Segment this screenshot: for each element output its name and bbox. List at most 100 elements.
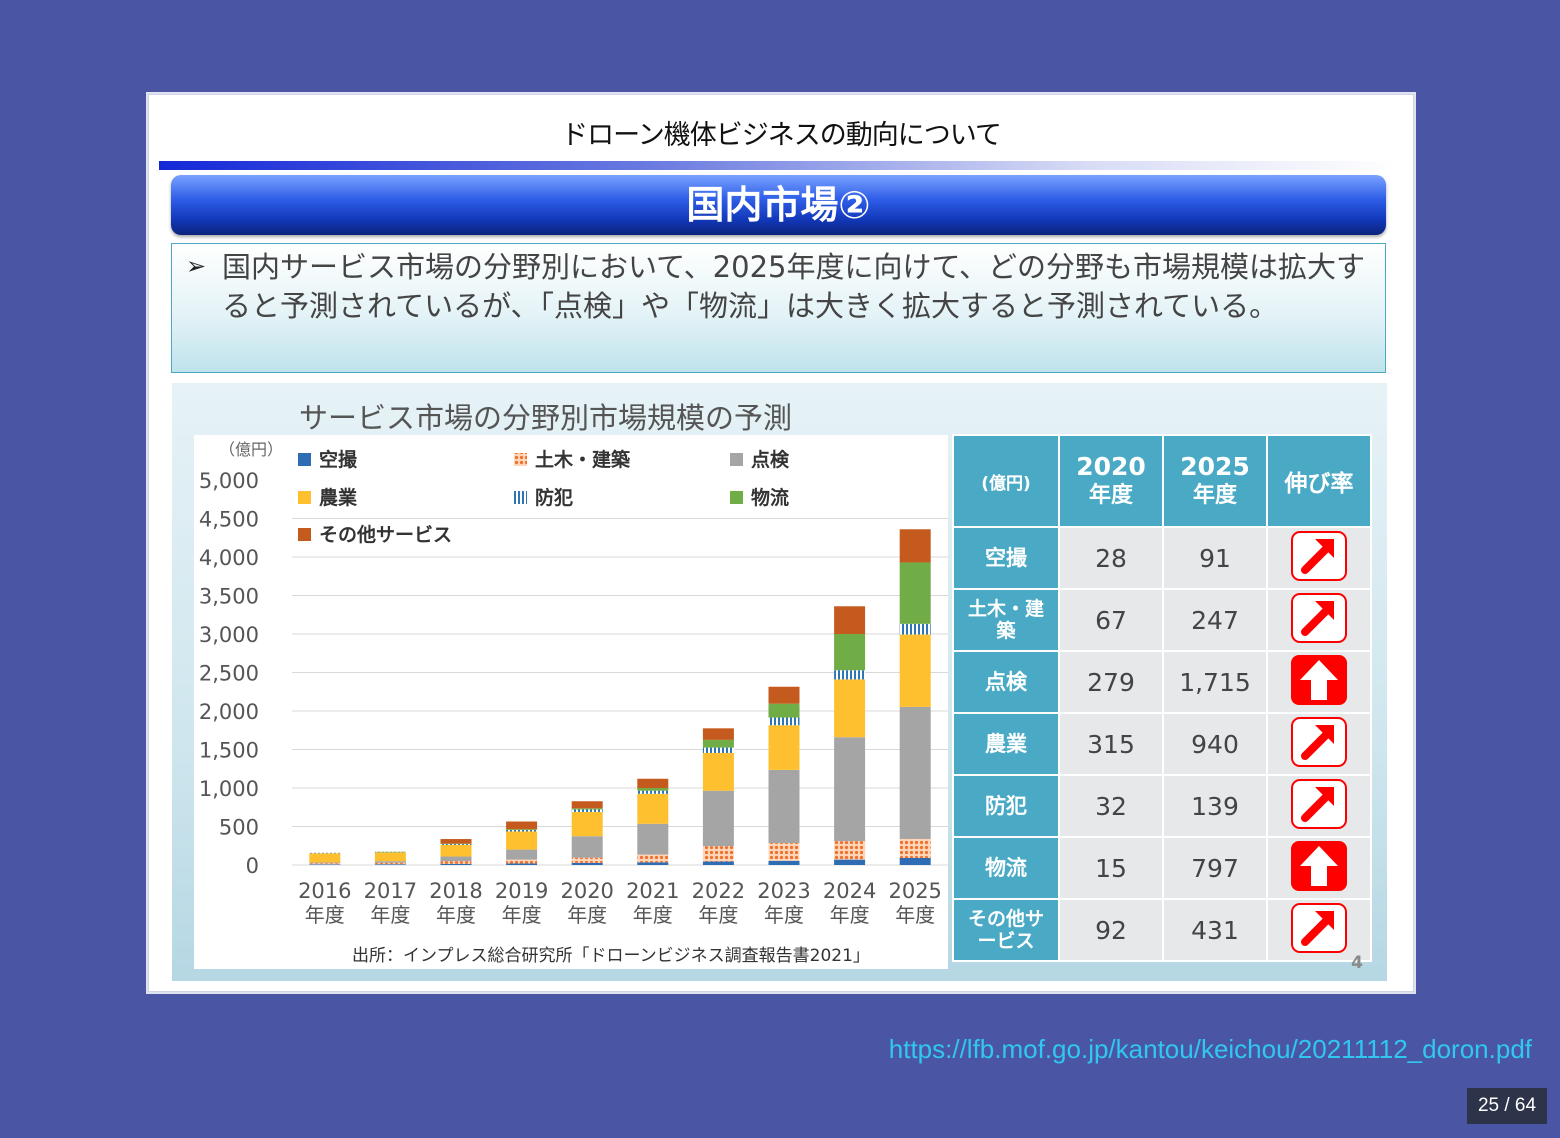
bar-segment bbox=[374, 861, 406, 863]
table-row-label: 物流 bbox=[952, 836, 1060, 900]
y-tick-label: 5,000 bbox=[199, 469, 259, 493]
legend-label: 点検 bbox=[751, 448, 790, 471]
y-tick-label: 500 bbox=[219, 816, 259, 840]
table-growth-cell bbox=[1266, 650, 1372, 714]
title-underline bbox=[159, 161, 1399, 170]
bar-segment bbox=[899, 529, 931, 563]
bar-segment bbox=[768, 703, 800, 718]
legend-swatch bbox=[298, 491, 311, 504]
legend-swatch bbox=[514, 491, 527, 504]
growth-table: (億円) 2020 年度 2025 年度 伸び率 空撮 28 91 土木・建築 67 24… bbox=[952, 434, 1372, 962]
growth-diagonal-arrow-icon bbox=[1291, 903, 1347, 953]
slide-title: ドローン機体ビジネスの動向について bbox=[561, 120, 1002, 151]
bar-segment bbox=[309, 862, 341, 864]
table-row: 防犯 32 139 bbox=[952, 774, 1372, 838]
x-tick-label-suffix: 年度 bbox=[305, 903, 345, 927]
table-growth-cell bbox=[1266, 712, 1372, 776]
bar-segment bbox=[702, 739, 734, 748]
table-row: 点検 279 1,715 bbox=[952, 650, 1372, 714]
table-growth-cell bbox=[1266, 526, 1372, 590]
summary-box: ➢ 国内サービス市場の分野別において、2025年度に向けて、どの分野も市場規模は… bbox=[171, 243, 1386, 373]
bar-segment bbox=[702, 846, 734, 862]
bar-segment bbox=[571, 811, 603, 837]
bar-segment bbox=[768, 860, 800, 865]
bar-segment bbox=[637, 862, 669, 865]
bar-segment bbox=[834, 841, 866, 860]
x-tick-label-suffix: 年度 bbox=[567, 903, 607, 927]
x-tick-label: 2020 bbox=[560, 879, 613, 903]
bar-segment bbox=[571, 808, 603, 810]
table-header-growth: 伸び率 bbox=[1266, 434, 1372, 528]
table-header-2025-suffix: 年度 bbox=[1192, 483, 1237, 508]
bar-segment bbox=[506, 829, 538, 832]
bullet-arrow-icon: ➢ bbox=[186, 252, 207, 280]
summary-text: 国内サービス市場の分野別において、2025年度に向けて、どの分野も市場規模は拡大… bbox=[222, 250, 1366, 323]
growth-up-arrow-icon bbox=[1291, 841, 1347, 891]
legend-swatch bbox=[298, 528, 311, 541]
table-header-2020: 2020 年度 bbox=[1058, 434, 1164, 528]
table-header-2020-suffix: 年度 bbox=[1088, 483, 1133, 508]
bar-segment bbox=[768, 717, 800, 726]
y-tick-label: 1,000 bbox=[199, 777, 259, 801]
bar-segment bbox=[637, 823, 669, 855]
table-growth-cell bbox=[1266, 588, 1372, 652]
section-banner: 国内市場② bbox=[171, 175, 1386, 235]
bar-segment bbox=[834, 737, 866, 842]
bar-segment bbox=[702, 790, 734, 847]
legend-swatch bbox=[514, 453, 527, 466]
growth-diagonal-arrow-icon bbox=[1291, 531, 1347, 581]
y-tick-label: 0 bbox=[246, 854, 259, 878]
bar-segment bbox=[571, 862, 603, 865]
bar-segment bbox=[440, 843, 472, 845]
bar-segment bbox=[309, 863, 341, 865]
table-value-2020: 28 bbox=[1058, 526, 1164, 590]
table-row-label: その他サービス bbox=[952, 898, 1060, 962]
table-value-2020: 92 bbox=[1058, 898, 1164, 962]
table-header-2025-year: 2025 bbox=[1180, 452, 1250, 481]
y-tick-label: 2,000 bbox=[199, 700, 259, 724]
y-tick-label: 2,500 bbox=[199, 662, 259, 686]
bar-segment bbox=[899, 706, 931, 839]
bar-segment bbox=[702, 747, 734, 753]
x-tick-label: 2016 bbox=[298, 879, 351, 903]
legend-swatch bbox=[730, 491, 743, 504]
legend-swatch bbox=[730, 453, 743, 466]
bar-segment bbox=[571, 809, 603, 812]
bar-segment bbox=[374, 852, 406, 862]
chart-panel: サービス市場の分野別市場規模の予測 （億円） 0 500 1,000 1,500 2,00… bbox=[172, 383, 1387, 981]
table-growth-cell bbox=[1266, 836, 1372, 900]
y-tick-label: 4,500 bbox=[199, 508, 259, 532]
table-row-label: 防犯 bbox=[952, 774, 1060, 838]
bar-segment bbox=[834, 670, 866, 680]
table-header-2020-year: 2020 bbox=[1076, 452, 1146, 481]
slide: ドローン機体ビジネスの動向について 国内市場② ➢ 国内サービス市場の分野別にお… bbox=[148, 94, 1414, 992]
bar-segment bbox=[899, 562, 931, 624]
bar-segment bbox=[440, 844, 472, 857]
x-tick-label: 2023 bbox=[757, 879, 810, 903]
table-row-label: 土木・建築 bbox=[952, 588, 1060, 652]
bar-segment bbox=[768, 725, 800, 770]
table-value-2025: 940 bbox=[1162, 712, 1268, 776]
bar-segment bbox=[506, 831, 538, 850]
x-tick-label-suffix: 年度 bbox=[895, 903, 935, 927]
table-unit-header: (億円) bbox=[952, 434, 1060, 528]
bar-segment bbox=[440, 856, 472, 862]
legend-label: その他サービス bbox=[319, 523, 452, 546]
table-value-2020: 32 bbox=[1058, 774, 1164, 838]
bar-segment bbox=[702, 752, 734, 791]
table-value-2020: 15 bbox=[1058, 836, 1164, 900]
table-row: 物流 15 797 bbox=[952, 836, 1372, 900]
bar-segment bbox=[309, 852, 341, 854]
bar-segment bbox=[637, 793, 669, 824]
bar-segment bbox=[571, 857, 603, 863]
bar-segment bbox=[440, 863, 472, 865]
table-value-2025: 431 bbox=[1162, 898, 1268, 962]
bar-segment bbox=[374, 851, 406, 853]
source-link[interactable]: https://lfb.mof.go.jp/kantou/keichou/202… bbox=[888, 1034, 1532, 1064]
bar-segment bbox=[834, 859, 866, 865]
table-growth-cell bbox=[1266, 774, 1372, 838]
bar-segment bbox=[899, 857, 931, 865]
x-tick-label-suffix: 年度 bbox=[698, 903, 738, 927]
legend-label: 防犯 bbox=[535, 486, 573, 509]
bar-segment bbox=[702, 728, 734, 740]
